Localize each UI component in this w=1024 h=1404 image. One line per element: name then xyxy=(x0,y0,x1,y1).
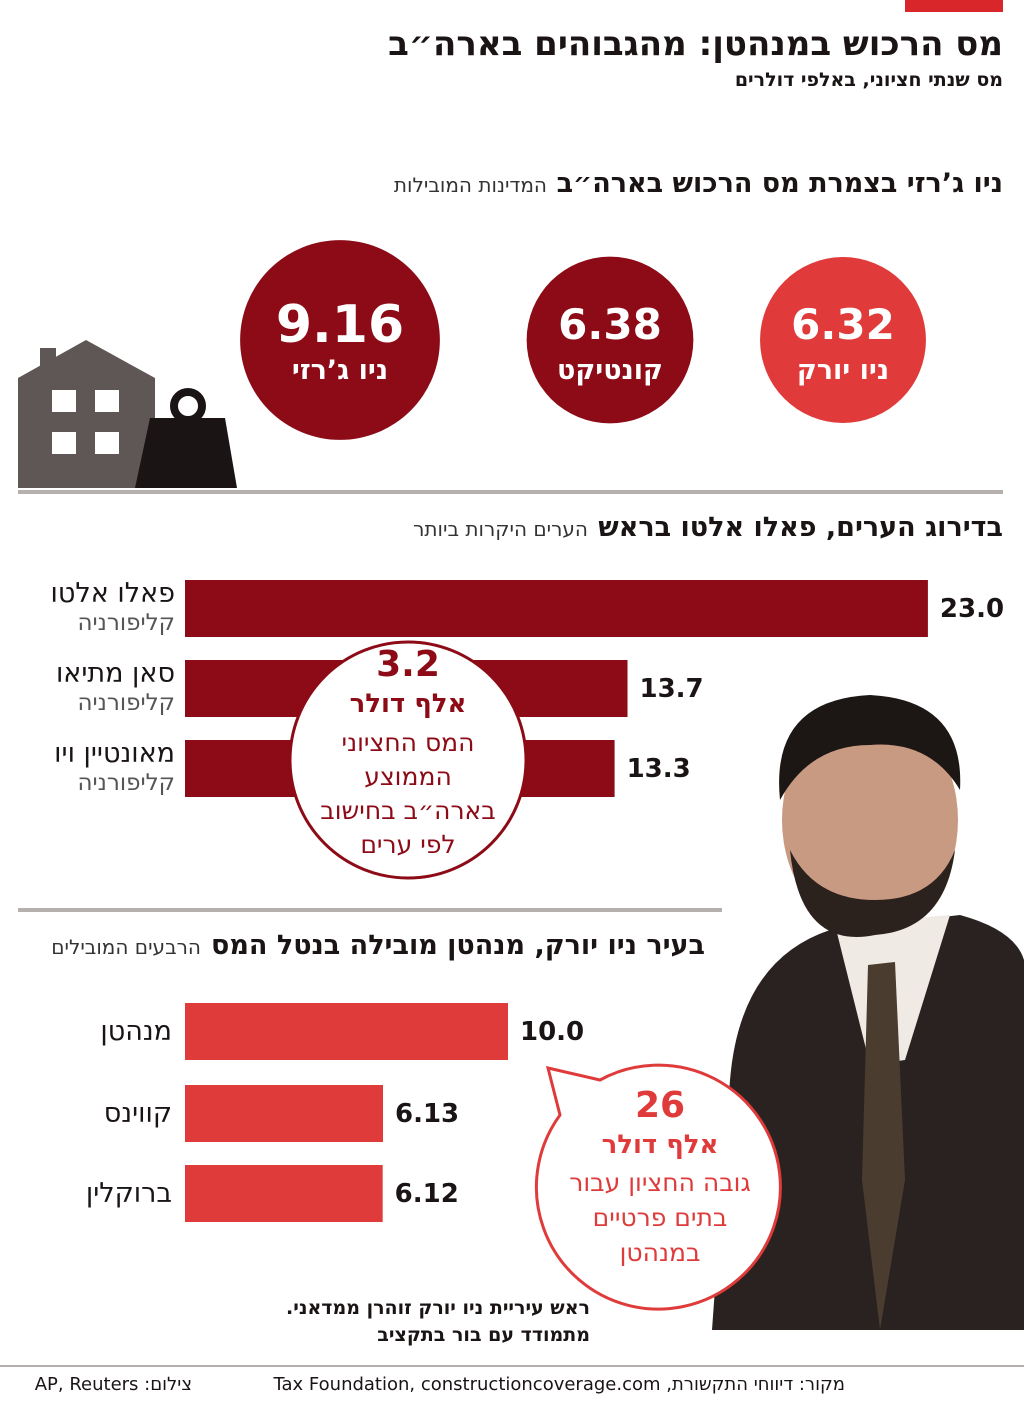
value-label: 13.3 xyxy=(626,753,691,784)
weight-icon xyxy=(135,388,237,488)
photo xyxy=(712,695,1024,1330)
callout-value: 26 xyxy=(634,1085,686,1126)
value-label: 6.13 xyxy=(394,1098,460,1129)
house-icon xyxy=(18,340,155,488)
bubble-label: קונטיקט xyxy=(557,354,663,386)
category-label: פאלו אלטו xyxy=(50,578,175,609)
bubble-label: ניו יורק xyxy=(796,354,890,386)
photo-hair xyxy=(779,695,961,800)
callout-text: הממוצע xyxy=(364,761,452,791)
photo-caption: ראש עיריית ניו יורק זוהרן ממדאני. xyxy=(286,1296,590,1319)
section-subtitle: הערים היקרות ביותר xyxy=(413,517,588,541)
bubble-value: 6.32 xyxy=(791,300,895,349)
callout-value: 3.2 xyxy=(376,644,440,685)
bar xyxy=(185,1003,508,1060)
bubble-label: ניו ג’רזי xyxy=(291,354,389,386)
callout-bubble xyxy=(288,640,528,880)
value-label: 10.0 xyxy=(520,1016,585,1047)
category-label: מנהטן xyxy=(100,1016,172,1047)
top-accent xyxy=(905,0,1003,12)
callout-text: גובה החציון עבור xyxy=(569,1167,751,1197)
section-title: בעיר ניו יורק, מנהטן מובילה בנטל המס xyxy=(211,929,705,961)
bubble xyxy=(526,256,694,424)
callout-bubble xyxy=(534,1063,782,1311)
callout-text: המס החציוני xyxy=(341,727,475,757)
photo-caption: מתמודד עם בור בתקציב xyxy=(377,1323,590,1346)
category-label: סאן מתיאו xyxy=(55,658,175,689)
callout-text: בתים פרטיים xyxy=(592,1202,728,1232)
section-title: ניו ג’רזי בצמרת מס הרכוש בארה״ב xyxy=(556,167,1003,199)
section-subtitle: המדינות המובילות xyxy=(393,173,547,197)
bar xyxy=(185,1085,383,1142)
category-label: קווינס xyxy=(103,1098,172,1129)
bar xyxy=(185,1165,383,1222)
value-label: 6.12 xyxy=(394,1178,459,1209)
bubble xyxy=(760,257,926,423)
bubble xyxy=(240,240,440,440)
category-sublabel: קליפורניה xyxy=(77,770,175,796)
photo-face xyxy=(782,708,958,932)
section-title: בדירוג הערים, פאלו אלטו בראש xyxy=(598,511,1003,543)
photo-tie xyxy=(862,962,905,1330)
bar xyxy=(185,580,928,637)
credit: צילום: AP, Reuters xyxy=(34,1374,192,1395)
subtitle: מס שנתי חציוני, באלפי דולרים xyxy=(734,68,1003,91)
photo-beard xyxy=(790,850,955,937)
callout-unit: אלף דולר xyxy=(349,689,467,719)
callout-text: לפי ערים xyxy=(360,829,456,859)
callout-unit: אלף דולר xyxy=(601,1130,719,1160)
bubble-value: 9.16 xyxy=(275,295,405,355)
category-sublabel: קליפורניה xyxy=(77,690,175,716)
value-label: 13.7 xyxy=(639,673,704,704)
source: מקור: דיווחי התקשורת, Tax Foundation, co… xyxy=(273,1374,845,1395)
category-label: מאונטיין ויו xyxy=(54,738,175,769)
bubble-value: 6.38 xyxy=(558,300,662,349)
value-label: 23.0 xyxy=(939,593,1005,624)
callout-text: במנהטן xyxy=(619,1237,701,1267)
section-subtitle: הרבעים המובילים xyxy=(51,935,201,959)
category-sublabel: קליפורניה xyxy=(77,610,175,636)
title: מס הרכוש במנהטן: מהגבוהים בארה״ב xyxy=(388,24,1003,64)
category-label: ברוקלין xyxy=(85,1178,172,1209)
callout-text: בארה״ב בחישוב xyxy=(320,795,496,825)
